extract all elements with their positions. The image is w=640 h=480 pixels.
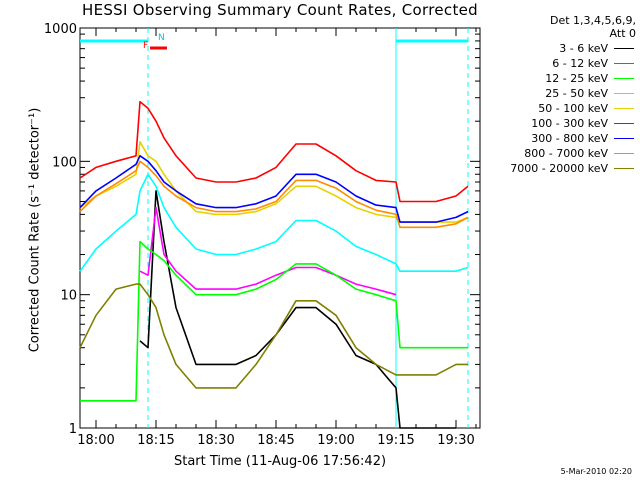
legend-entry-label: 100 - 300 keV xyxy=(531,117,608,130)
x-tick-label: 18:30 xyxy=(197,433,234,448)
legend-swatch xyxy=(614,138,634,139)
chart-title: HESSI Observing Summary Count Rates, Cor… xyxy=(82,1,478,19)
series-line-8 xyxy=(79,283,468,389)
x-tick-label: 19:30 xyxy=(437,433,474,448)
legend-entry-label: 800 - 7000 keV xyxy=(524,147,608,160)
y-axis-label: Corrected Count Rate (s⁻¹ detector⁻¹) xyxy=(27,107,43,353)
legend-swatch xyxy=(614,93,634,94)
x-tick-label: 18:15 xyxy=(137,433,174,448)
legend-entry-label: 25 - 50 keV xyxy=(545,87,608,100)
night-flag-label: N xyxy=(158,33,165,43)
legend-swatch xyxy=(614,153,634,154)
legend-entry: 7000 - 20000 keV xyxy=(510,161,634,176)
legend-header-attenuator: Att 0 xyxy=(609,27,636,40)
legend-entry-label: 6 - 12 keV xyxy=(552,57,608,70)
series-line-1 xyxy=(139,206,397,296)
legend-entry: 300 - 800 keV xyxy=(531,131,634,146)
legend-entry: 25 - 50 keV xyxy=(545,86,634,101)
footer-timestamp: 5-Mar-2010 02:20 xyxy=(560,467,632,476)
legend-entry: 100 - 300 keV xyxy=(531,116,634,131)
legend-entry-label: 12 - 25 keV xyxy=(545,72,608,85)
legend-entry: 3 - 6 keV xyxy=(559,41,634,56)
legend-swatch xyxy=(614,63,634,64)
series-line-6 xyxy=(79,155,469,223)
legend-swatch xyxy=(614,168,634,169)
legend-swatch xyxy=(614,108,634,109)
legend-entry: 800 - 7000 keV xyxy=(524,146,634,161)
status-bars xyxy=(80,28,469,428)
flare-flag-label: F xyxy=(143,41,149,51)
x-tick-label: 19:15 xyxy=(377,433,414,448)
series-line-5 xyxy=(79,100,469,203)
legend-entry-label: 7000 - 20000 keV xyxy=(510,162,608,175)
legend-swatch xyxy=(614,48,634,49)
y-tick-label: 1000 xyxy=(44,22,77,37)
legend-swatch xyxy=(614,78,634,79)
legend-entry-label: 50 - 100 keV xyxy=(538,102,608,115)
legend-entry: 50 - 100 keV xyxy=(538,101,634,116)
legend-header-detectors: Det 1,3,4,5,6,9, xyxy=(549,14,636,27)
plot-frame xyxy=(79,27,481,429)
x-tick-label: 19:00 xyxy=(317,433,354,448)
tick-labels: 18:00 18:15 18:30 18:45 19:00 19:15 19:30 1 10 10… xyxy=(44,22,475,448)
series-line-4 xyxy=(79,141,469,223)
x-axis-label: Start Time (11-Aug-06 17:56:42) xyxy=(173,454,387,469)
series-lines xyxy=(79,100,469,429)
legend-entry-label: 300 - 800 keV xyxy=(531,132,608,145)
x-tick-label: 18:45 xyxy=(257,433,294,448)
series-line-7 xyxy=(79,160,469,229)
y-tick-label: 1 xyxy=(69,422,77,437)
y-tick-label: 100 xyxy=(52,155,77,170)
series-line-2 xyxy=(80,240,468,402)
legend-entry-label: 3 - 6 keV xyxy=(559,42,608,55)
series-line-0 xyxy=(139,190,456,429)
x-tick-label: 18:00 xyxy=(77,433,114,448)
legend-entry: 6 - 12 keV xyxy=(552,56,634,71)
legend-entry: 12 - 25 keV xyxy=(545,71,634,86)
y-tick-label: 10 xyxy=(60,289,77,304)
series-line-3 xyxy=(79,173,469,272)
legend-swatch xyxy=(614,123,634,124)
